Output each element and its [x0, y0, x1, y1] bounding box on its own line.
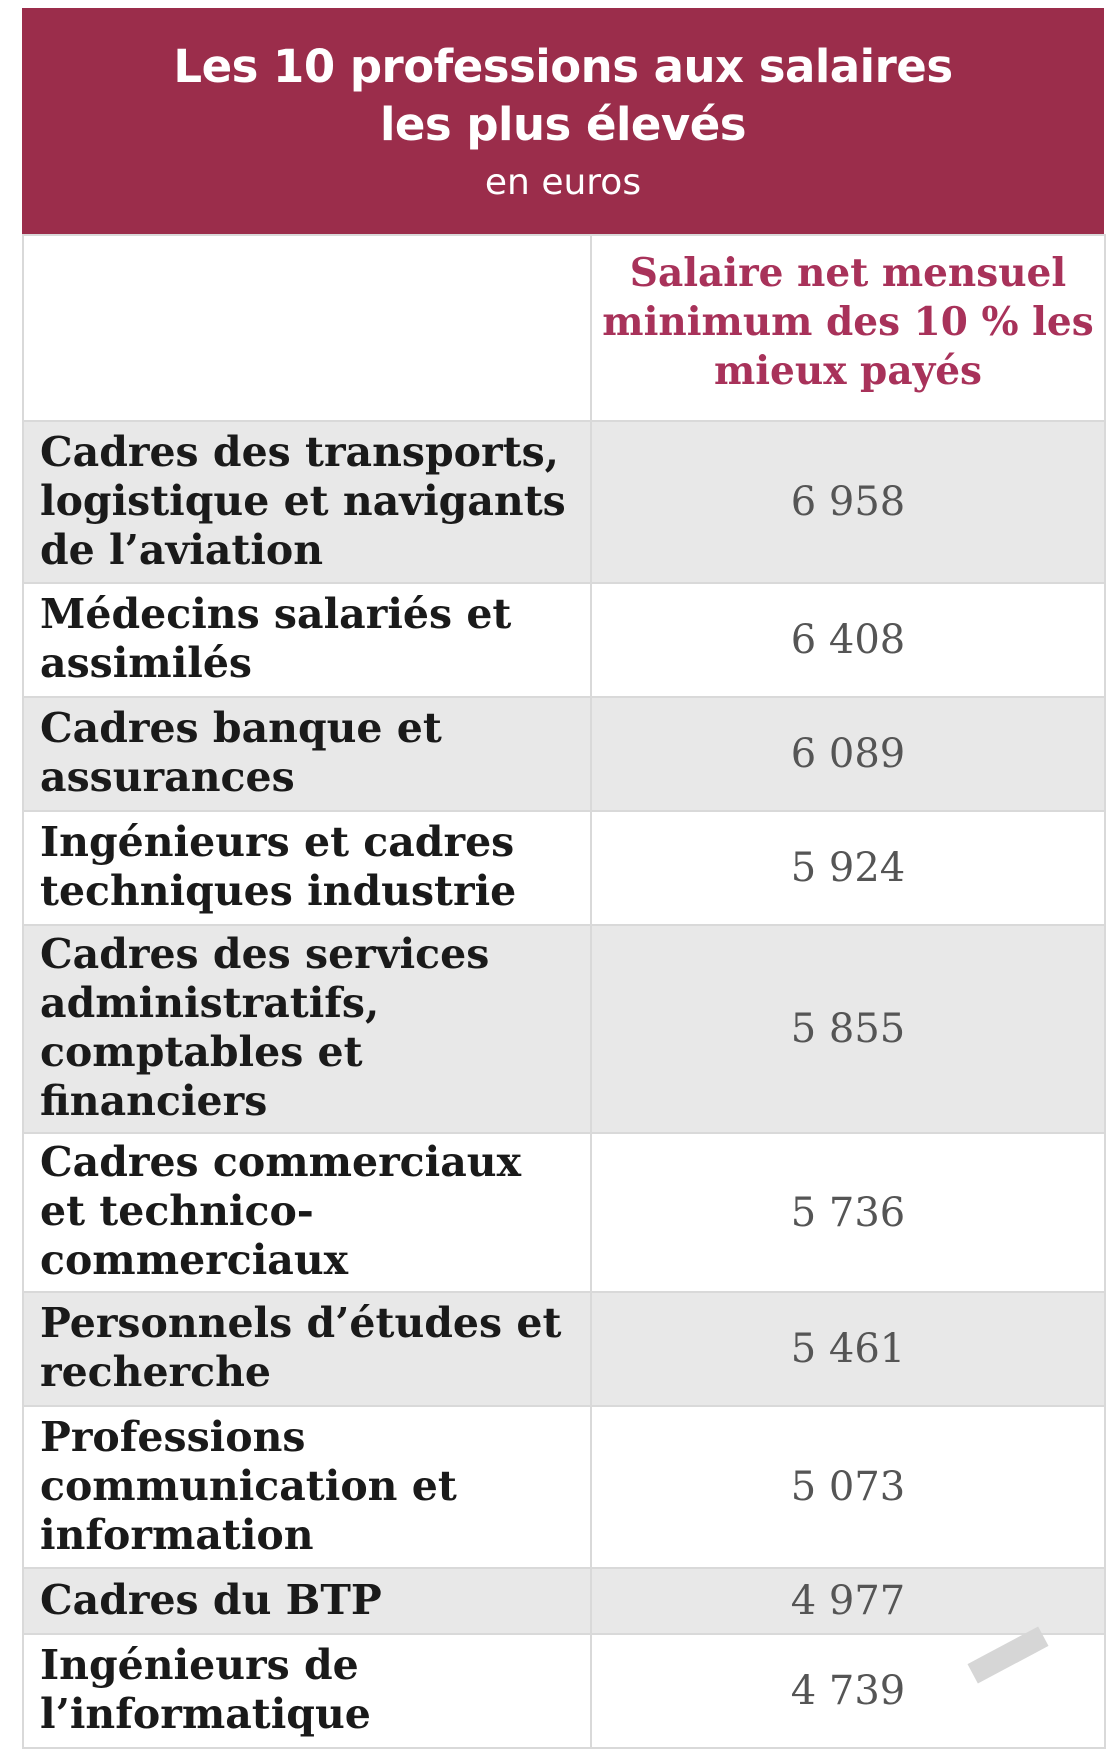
- salary-value: 6 408: [591, 583, 1105, 697]
- salary-value: 5 736: [591, 1133, 1105, 1292]
- title-line-2: les plus élevés: [22, 96, 1104, 154]
- profession-label: Ingénieurs de l’informatique: [23, 1634, 591, 1748]
- column-header-salary: Salaire net mensuel minimum des 10 % les…: [591, 235, 1105, 421]
- salary-table-card: Les 10 professions aux salaires les plus…: [22, 8, 1104, 1749]
- profession-label: Cadres des transports, logistique et nav…: [23, 421, 591, 583]
- title-line-1: Les 10 professions aux salaires: [22, 38, 1104, 96]
- profession-label: Cadres des services administratifs, comp…: [23, 925, 591, 1133]
- table-row: Professions communication et information…: [23, 1406, 1105, 1568]
- table-header: Les 10 professions aux salaires les plus…: [22, 8, 1104, 234]
- subtitle: en euros: [22, 154, 1104, 212]
- salary-value: 5 461: [591, 1292, 1105, 1406]
- salary-value: 5 924: [591, 811, 1105, 925]
- salary-value: 6 958: [591, 421, 1105, 583]
- salary-table: Salaire net mensuel minimum des 10 % les…: [22, 234, 1106, 1749]
- salary-value: 6 089: [591, 697, 1105, 811]
- table-row: Cadres des transports, logistique et nav…: [23, 421, 1105, 583]
- blank-header-cell: [23, 235, 591, 421]
- profession-label: Médecins salariés et assimilés: [23, 583, 591, 697]
- table-row: Ingénieurs et cadres techniques industri…: [23, 811, 1105, 925]
- profession-label: Professions communication et information: [23, 1406, 591, 1568]
- salary-value: 4 977: [591, 1568, 1105, 1634]
- salary-value: 5 073: [591, 1406, 1105, 1568]
- table-row: Cadres des services administratifs, comp…: [23, 925, 1105, 1133]
- column-header-row: Salaire net mensuel minimum des 10 % les…: [23, 235, 1105, 421]
- profession-label: Cadres du BTP: [23, 1568, 591, 1634]
- profession-label: Cadres banque et assurances: [23, 697, 591, 811]
- profession-label: Cadres commerciaux et technico-commercia…: [23, 1133, 591, 1292]
- table-row: Cadres commerciaux et technico-commercia…: [23, 1133, 1105, 1292]
- profession-label: Personnels d’études et recherche: [23, 1292, 591, 1406]
- salary-value: 5 855: [591, 925, 1105, 1133]
- table-body: Cadres des transports, logistique et nav…: [23, 421, 1105, 1748]
- profession-label: Ingénieurs et cadres techniques industri…: [23, 811, 591, 925]
